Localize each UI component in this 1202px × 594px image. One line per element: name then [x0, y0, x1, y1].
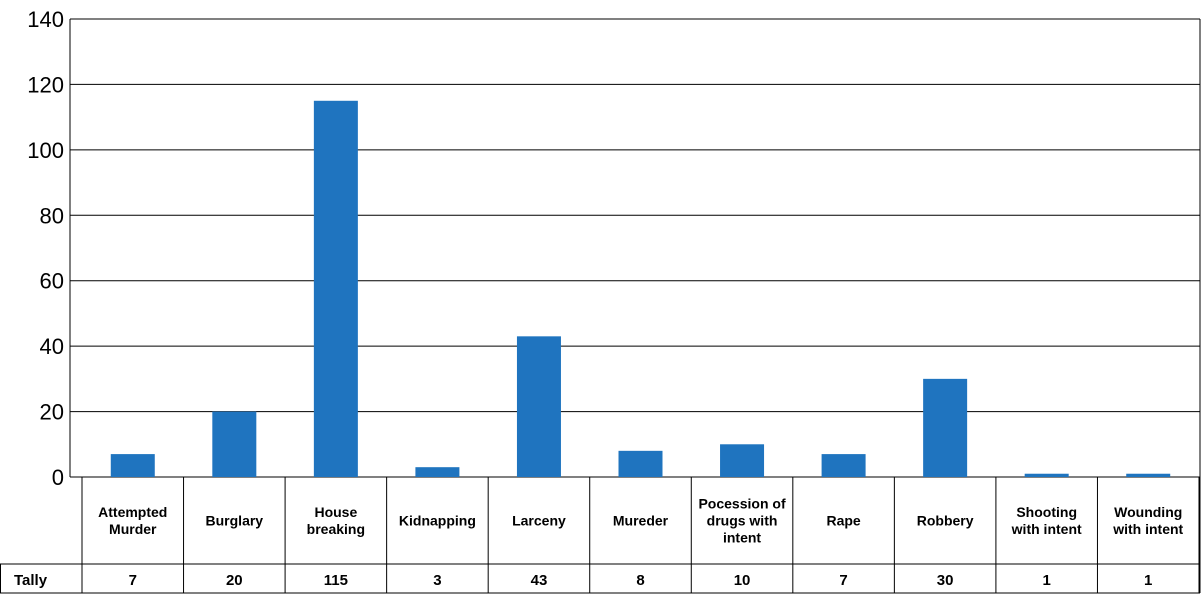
y-tick-label: 120 [27, 72, 64, 97]
y-tick-label: 40 [40, 334, 64, 359]
category-label: Wounding [1114, 504, 1182, 520]
y-axis-ticks: 0 20 40 60 80 100 120 140 [27, 7, 64, 490]
category-label: Shooting [1016, 504, 1077, 520]
bar [1126, 473, 1171, 477]
category-label: Attempted [98, 504, 167, 520]
table-value: 8 [636, 572, 644, 589]
table-value: 30 [937, 572, 954, 589]
category-label: Kidnapping [399, 513, 476, 529]
category-label: House [314, 504, 357, 520]
category-label: with intent [1011, 521, 1082, 537]
y-tick-label: 80 [40, 203, 64, 228]
table-value: 7 [839, 572, 847, 589]
bar [313, 100, 358, 478]
category-label: Burglary [206, 513, 264, 529]
category-label: with intent [1112, 521, 1183, 537]
bar [415, 467, 460, 477]
y-tick-label: 20 [40, 400, 64, 425]
bar [516, 336, 561, 477]
table-row-label: Tally [14, 572, 48, 589]
table-value: 20 [226, 572, 243, 589]
bar [720, 444, 765, 477]
table-value: 3 [433, 572, 441, 589]
table-value: 7 [129, 572, 137, 589]
y-tick-label: 60 [40, 269, 64, 294]
table-value: 43 [531, 572, 548, 589]
y-tick-label: 140 [27, 7, 64, 32]
table-value: 1 [1043, 572, 1051, 589]
category-label: Pocession of [698, 496, 785, 512]
y-tick-label: 100 [27, 138, 64, 163]
category-label: Larceny [512, 513, 566, 529]
bar [923, 378, 968, 477]
category-label: Murder [109, 521, 157, 537]
bar [110, 454, 155, 477]
bar [1024, 473, 1069, 477]
gridlines [69, 18, 1201, 593]
table-value: 1 [1144, 572, 1152, 589]
bar [821, 454, 866, 477]
category-label: Robbery [917, 513, 974, 529]
category-label: breaking [307, 521, 365, 537]
category-label: drugs with [707, 513, 778, 529]
category-label: Rape [826, 513, 860, 529]
bar [618, 450, 663, 477]
bars [110, 100, 1171, 478]
table-value: 10 [734, 572, 751, 589]
category-label: intent [723, 530, 761, 546]
table-value: 115 [324, 572, 348, 589]
y-tick-label: 0 [52, 465, 64, 490]
category-label: Mureder [613, 513, 669, 529]
bar [212, 411, 257, 477]
